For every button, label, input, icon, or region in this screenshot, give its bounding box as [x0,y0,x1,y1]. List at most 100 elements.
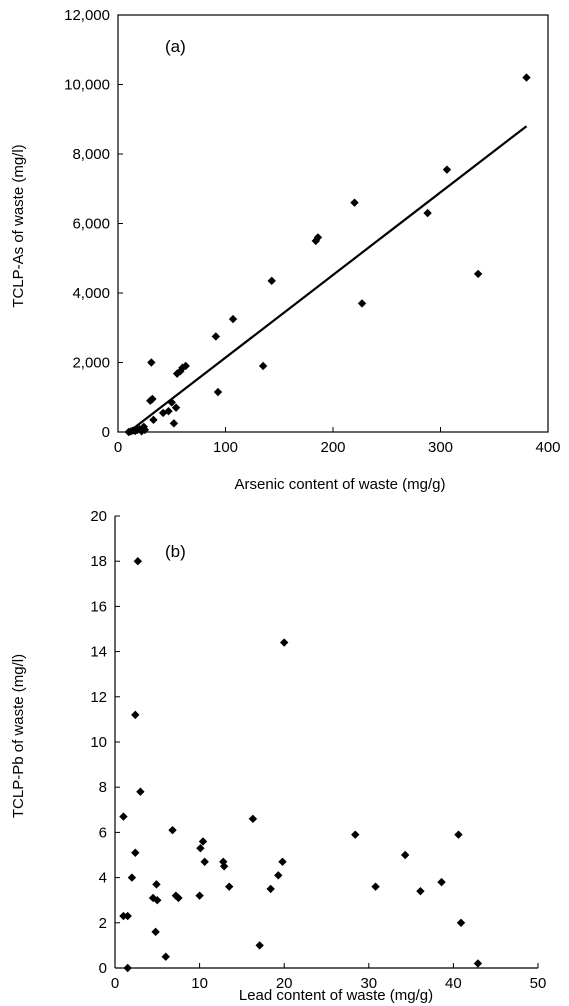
data-point [266,884,275,894]
y-tick-label: 4,000 [72,285,110,302]
x-tick-label: 40 [445,975,462,992]
points-a [124,73,531,437]
data-point [473,269,483,279]
data-point [473,959,483,968]
data-point [454,830,463,839]
data-point [522,73,531,82]
data-point [400,850,410,860]
y-tick-label: 14 [90,644,107,661]
data-point [423,208,432,218]
trendline [128,125,528,433]
y-axis-label-a: TCLP-As of waste (mg/l) [10,144,27,307]
data-point [258,361,268,371]
data-point [123,911,132,921]
data-point [148,394,157,404]
data-point [169,419,179,428]
y-ticks-a: 0 2,000 4,000 6,000 8,000 10,000 12,000 [64,7,123,441]
x-ticks-a: 0 100 200 300 400 [114,427,561,456]
x-axis-label-a: Arsenic content of waste (mg/g) [235,476,446,493]
data-point [213,387,223,397]
data-point [153,896,162,905]
data-point [311,236,320,246]
data-point [161,952,170,961]
trendline-a [128,125,528,433]
data-point [133,557,143,566]
x-tick-label: 300 [428,439,453,456]
y-tick-label: 4 [99,870,107,887]
data-point [136,787,145,796]
data-point [225,882,234,891]
y-tick-label: 6 [99,824,107,841]
data-point [119,812,128,821]
data-point [437,877,446,887]
x-tick-label: 400 [535,439,560,456]
data-point [171,403,181,412]
data-point [248,814,258,824]
data-point [147,358,156,367]
data-point [255,941,264,950]
data-point [267,276,276,286]
data-point [131,710,140,720]
y-tick-label: 0 [99,960,107,977]
data-point [219,862,229,871]
points-b [119,557,483,973]
data-point [174,893,183,903]
data-point [164,406,173,416]
data-point [280,638,289,647]
data-point [442,165,452,174]
y-tick-label: 8 [99,779,107,796]
data-point [278,857,287,866]
data-point [151,927,160,937]
data-point [313,233,323,242]
x-tick-label: 50 [530,975,547,992]
y-tick-label: 12 [90,689,107,706]
y-tick-label: 18 [90,553,107,570]
x-tick-label: 0 [111,975,119,992]
y-tick-label: 2,000 [72,355,110,372]
x-tick-label: 0 [114,439,122,456]
data-point [127,873,137,882]
panel-b: 0 10 20 30 40 50 0 2 4 6 8 10 12 14 16 18 20 (b) Lead c… [10,508,546,1004]
x-ticks-b: 0 10 20 30 40 50 [111,963,547,992]
y-tick-label: 6,000 [72,216,110,233]
data-point [211,332,221,341]
y-axis-label-b: TCLP-Pb of waste (mg/l) [10,654,27,818]
y-ticks-b: 0 2 4 6 8 10 12 14 16 18 20 [90,508,120,977]
x-tick-label: 30 [360,975,377,992]
data-point [196,844,205,853]
data-point [152,880,161,889]
data-point [135,425,144,434]
data-point [351,830,360,839]
y-tick-label: 0 [102,424,110,441]
x-tick-label: 100 [213,439,238,456]
data-point [195,891,204,900]
y-tick-label: 10,000 [64,77,110,94]
data-point [167,398,176,407]
panel-label-b: (b) [165,542,186,561]
data-point [357,299,367,308]
data-point [350,198,359,207]
data-point [416,886,425,896]
data-point [171,891,181,900]
data-point [123,963,132,973]
y-tick-label: 10 [90,734,107,751]
x-tick-label: 20 [276,975,293,992]
x-tick-label: 200 [320,439,345,456]
y-tick-label: 20 [90,508,107,525]
data-point [200,857,209,866]
data-point [371,882,380,891]
data-point [198,837,208,846]
data-point [228,314,238,324]
y-tick-label: 12,000 [64,7,110,24]
y-tick-label: 8,000 [72,146,110,163]
panel-label-a: (a) [165,37,186,56]
data-point [181,361,190,371]
x-tick-label: 10 [191,975,208,992]
data-point [140,425,150,435]
data-point [274,871,283,880]
data-point [148,893,158,903]
y-tick-label: 16 [90,598,107,615]
y-tick-label: 2 [99,915,107,932]
panel-a: 0 100 200 300 400 0 2,000 4,000 6,000 8,000 10,00… [10,7,561,493]
